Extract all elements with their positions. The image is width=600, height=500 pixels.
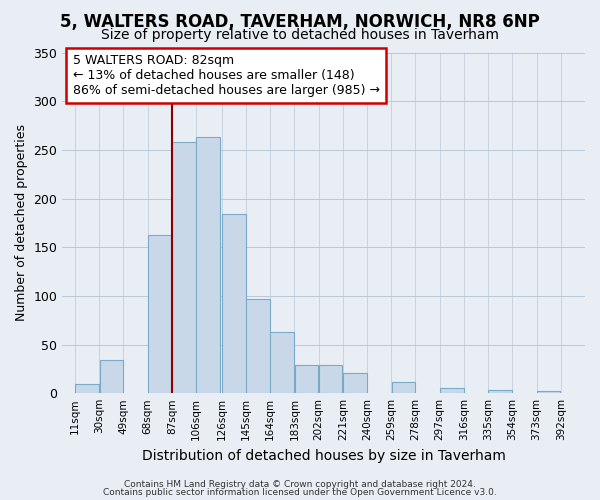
Bar xyxy=(222,214,245,393)
Bar xyxy=(196,137,220,393)
Bar xyxy=(392,382,415,393)
Y-axis label: Number of detached properties: Number of detached properties xyxy=(15,124,28,322)
Text: 5 WALTERS ROAD: 82sqm
← 13% of detached houses are smaller (148)
86% of semi-det: 5 WALTERS ROAD: 82sqm ← 13% of detached … xyxy=(73,54,380,97)
Bar xyxy=(343,372,367,393)
Bar xyxy=(148,234,172,393)
Text: Contains public sector information licensed under the Open Government Licence v3: Contains public sector information licen… xyxy=(103,488,497,497)
Bar xyxy=(537,391,560,393)
Bar xyxy=(295,365,318,393)
Text: 5, WALTERS ROAD, TAVERHAM, NORWICH, NR8 6NP: 5, WALTERS ROAD, TAVERHAM, NORWICH, NR8 … xyxy=(60,12,540,30)
Bar xyxy=(172,142,196,393)
Bar xyxy=(488,390,512,393)
Bar xyxy=(319,365,343,393)
Bar xyxy=(246,299,270,393)
Bar xyxy=(271,332,294,393)
X-axis label: Distribution of detached houses by size in Taverham: Distribution of detached houses by size … xyxy=(142,448,506,462)
Bar xyxy=(440,388,464,393)
Text: Size of property relative to detached houses in Taverham: Size of property relative to detached ho… xyxy=(101,28,499,42)
Bar xyxy=(100,360,123,393)
Text: Contains HM Land Registry data © Crown copyright and database right 2024.: Contains HM Land Registry data © Crown c… xyxy=(124,480,476,489)
Bar xyxy=(76,384,99,393)
